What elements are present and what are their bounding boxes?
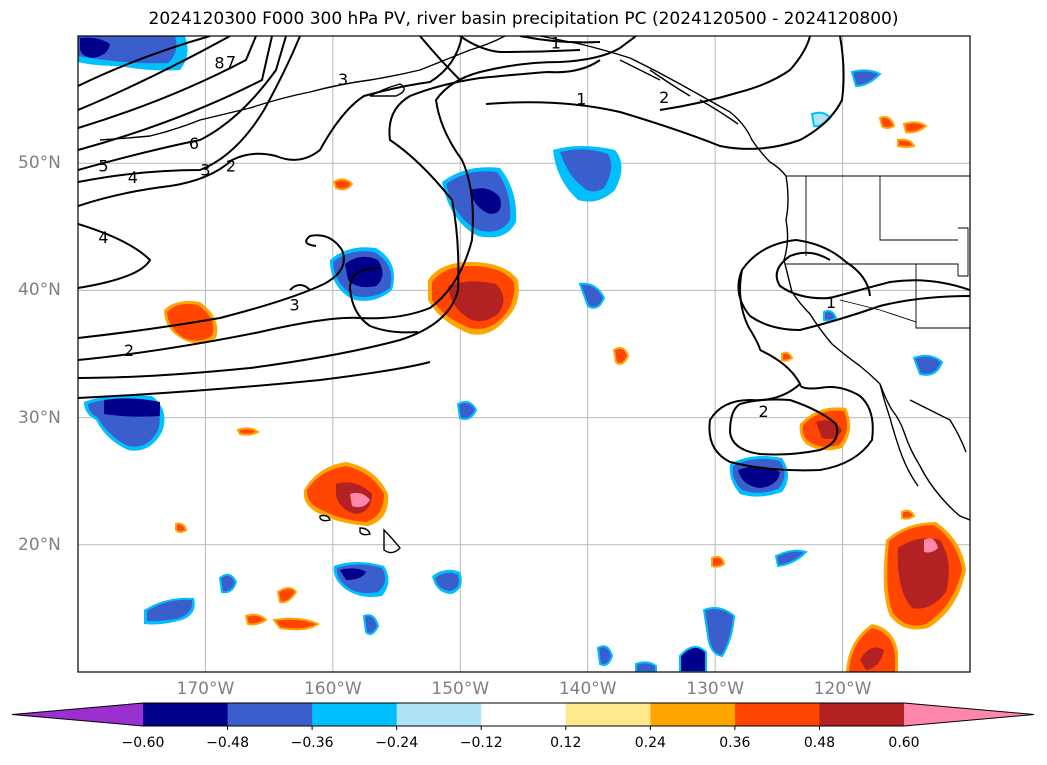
negative-anomaly-blob: [596, 645, 614, 666]
negative-anomaly-blob: [84, 394, 165, 451]
positive-anomaly-blob: [883, 522, 966, 630]
negative-anomaly-blob: [729, 456, 788, 497]
colorbar-tick-label: −0.60: [121, 735, 165, 751]
contour-label: 7: [226, 52, 236, 71]
positive-anomaly-blob: [846, 624, 898, 672]
colorbar-tick-label: 0.12: [550, 735, 582, 751]
colorbar-tick-label: 0.60: [888, 735, 920, 751]
colorbar-tick-label: 0.36: [719, 735, 751, 751]
longitude-tick-label: 130°W: [686, 679, 745, 699]
positive-anomaly-blob: [236, 427, 260, 436]
colorbar-tick-label: −0.24: [375, 735, 419, 751]
contour-label: 3: [290, 295, 300, 314]
colorbar-bin: [481, 703, 567, 726]
contour-label: 1: [551, 33, 561, 52]
colorbar-bin: [819, 703, 905, 726]
contour-label: 3: [338, 70, 348, 89]
latitude-tick-label: 40°N: [18, 280, 61, 301]
positive-anomaly-blob: [332, 178, 354, 191]
colorbar-bin: [143, 703, 229, 726]
positive-anomaly-blob: [303, 462, 389, 526]
contour-label: 2: [758, 402, 768, 421]
positive-anomaly-blob: [897, 138, 916, 148]
positive-anomaly-blob: [612, 347, 630, 365]
colorbar-tick-label: 0.24: [634, 735, 666, 751]
negative-anomaly-blob: [442, 167, 517, 238]
contour-label: 6: [189, 134, 199, 153]
positive-anomaly-blob: [272, 617, 321, 631]
negative-anomaly-blob: [774, 549, 808, 568]
longitude-tick-label: 170°W: [176, 679, 235, 699]
contour-label: 4: [128, 168, 138, 187]
colorbar-bin: [312, 703, 398, 726]
map-frame: [77, 35, 971, 673]
colorbar-tick-label: −0.48: [206, 735, 249, 751]
positive-anomaly-blob: [781, 351, 794, 362]
pv-contours: [78, 36, 970, 472]
state-borders: [786, 175, 970, 329]
colorbar-bin: [650, 703, 736, 726]
contour-label: 1: [576, 89, 586, 108]
colorbar-tick-label: −0.12: [459, 735, 503, 751]
longitude-tick-label: 120°W: [813, 679, 872, 699]
positive-anomaly-blob: [901, 509, 916, 520]
contour-label: 4: [98, 228, 108, 247]
longitude-tick-label: 140°W: [558, 679, 617, 699]
figure-title: 2024120300 F000 300 hPa PV, river basin …: [148, 9, 899, 29]
colorbar-bin: [396, 703, 482, 726]
negative-anomaly-blob: [432, 569, 462, 594]
latitude-tick-label: 30°N: [18, 407, 61, 428]
negative-anomaly-blob: [702, 607, 736, 658]
colorbar-under-extension: [12, 703, 143, 726]
negative-anomaly-blob: [333, 562, 389, 597]
coastlines: [99, 36, 970, 554]
latitude-tick-label: 50°N: [18, 153, 61, 174]
negative-anomaly-blob: [330, 247, 394, 301]
longitude-tick-label: 150°W: [431, 679, 490, 699]
contour-label: 2: [226, 157, 236, 176]
negative-anomaly-blob: [578, 282, 606, 309]
colorbar-tick-label: −0.36: [290, 735, 334, 751]
positive-anomaly-blob: [878, 116, 896, 129]
contour-label: 3: [200, 161, 210, 180]
positive-anomaly-blob: [428, 262, 519, 335]
colorbar-bin: [565, 703, 651, 726]
colorbar: [11, 702, 1035, 730]
positive-anomaly-blob: [244, 613, 268, 626]
contour-label: 1: [826, 293, 836, 312]
positive-anomaly-blob: [276, 587, 298, 604]
colorbar-bin: [734, 703, 820, 726]
negative-anomaly-blob: [78, 36, 188, 71]
gridlines: [78, 36, 970, 672]
contour-label: 8: [214, 54, 224, 73]
negative-anomaly-blob: [823, 309, 838, 322]
negative-anomaly-blob: [635, 661, 657, 672]
contour-label: 2: [124, 341, 134, 360]
positive-anomaly-blob: [799, 407, 851, 451]
colorbar-over-extension: [904, 703, 1034, 726]
contour-label: 2: [659, 88, 669, 107]
negative-anomaly-blob: [218, 573, 238, 594]
negative-anomaly-blob: [553, 146, 622, 202]
colorbar-tick-label: 0.48: [803, 735, 836, 751]
negative-anomaly-blob: [850, 69, 882, 88]
positive-anomaly-blob: [175, 522, 188, 533]
latitude-tick-label: 20°N: [18, 534, 61, 555]
positive-anomaly-blob: [902, 121, 928, 134]
colorbar-bin: [227, 703, 313, 726]
colorbar-outline: [11, 702, 1035, 727]
negative-anomaly-blob: [912, 354, 944, 376]
negative-anomaly-blob: [679, 645, 707, 672]
positive-anomaly-blob: [711, 555, 726, 568]
longitude-tick-label: 160°W: [303, 679, 362, 699]
negative-anomaly-blob: [456, 401, 478, 420]
negative-anomaly-blob: [362, 614, 380, 635]
precip-anomaly-fills: [78, 36, 966, 672]
negative-anomaly-blob: [144, 597, 195, 625]
contour-label: 5: [98, 157, 108, 176]
